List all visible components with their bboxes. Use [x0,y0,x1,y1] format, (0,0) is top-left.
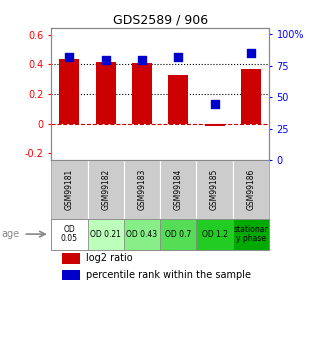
Text: age: age [2,229,20,239]
Bar [88,218,124,250]
Point [103,58,108,63]
Bar [51,160,88,218]
Bar [160,218,197,250]
Text: GSM99181: GSM99181 [65,169,74,210]
Point [67,54,72,59]
Bar [160,160,197,218]
Bar [88,160,124,218]
Point [140,58,145,63]
Text: GSM99186: GSM99186 [246,169,255,210]
Text: log2 ratio: log2 ratio [86,253,133,263]
Text: OD 0.7: OD 0.7 [165,230,192,239]
Text: GSM99182: GSM99182 [101,169,110,210]
Bar [51,218,88,250]
Point [248,50,253,56]
Bar [62,269,80,280]
Bar [124,160,160,218]
Text: OD 1.2: OD 1.2 [202,230,228,239]
Bar [124,218,160,250]
Title: GDS2589 / 906: GDS2589 / 906 [113,13,208,27]
Bar [197,218,233,250]
Text: GSM99185: GSM99185 [210,169,219,210]
Point [212,101,217,106]
Point [176,54,181,59]
Text: OD
0.05: OD 0.05 [61,225,78,244]
Text: GSM99183: GSM99183 [137,169,146,210]
Bar [205,124,225,127]
Bar [233,160,269,218]
Bar [233,218,269,250]
Bar [168,75,188,124]
Bar [197,160,233,218]
Text: OD 0.43: OD 0.43 [127,230,158,239]
Bar [62,253,80,264]
Text: GSM99184: GSM99184 [174,169,183,210]
Bar [96,61,116,124]
Bar [59,59,79,124]
Bar [241,69,261,124]
Text: percentile rank within the sample: percentile rank within the sample [86,270,251,280]
Text: stationar
y phase: stationar y phase [234,225,268,244]
Bar [132,63,152,124]
Text: OD 0.21: OD 0.21 [90,230,121,239]
